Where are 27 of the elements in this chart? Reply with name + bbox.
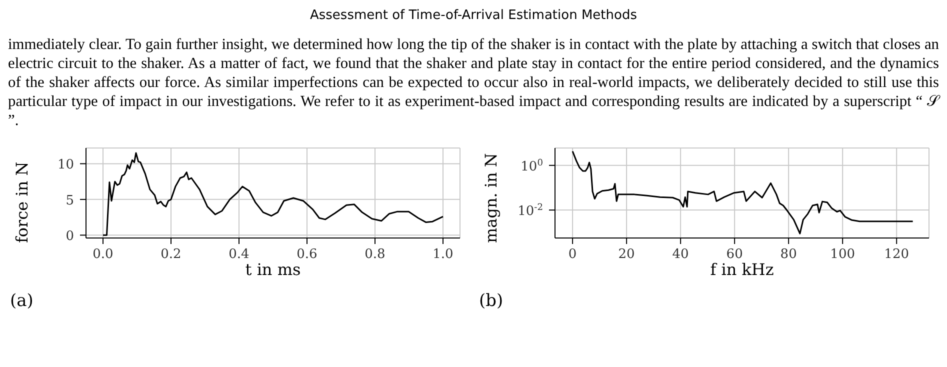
x-tick-label: 0.2 <box>160 247 182 262</box>
x-tick-label: 80 <box>780 247 797 262</box>
y-tick-label: 5 <box>66 193 74 208</box>
x-tick-label: 1.0 <box>432 247 454 262</box>
text: (a) <box>10 291 34 311</box>
x-tick-label: 0.8 <box>364 247 386 262</box>
y-tick-label: 10$^{-2}$ <box>518 203 543 220</box>
y-axis-title: magn. in N <box>482 153 501 243</box>
text: Assessment of Time-of-Arrival Estimation Methods <box>308 8 638 23</box>
x-tick-label: 0.4 <box>228 247 250 262</box>
x-tick-label: 100 <box>830 247 856 262</box>
y-axis-title: force in N <box>12 162 32 243</box>
text: immediately clear. To gain further insight, we determined how long the tip of the shaker is in contact with the plate by attaching a switch that closes an electric circuit to the shaker. As a matter of fact, we found that the shaker and plate stay in contact for the entire period considered, and the dynamics of the shaker affects our force. As similar imperfections can be expected to occur also in real-world impacts, we deliberately decided to still use this particular type of impact in our investigations. We refer to it as experiment-based impact and corresponding results are indicated by a superscript “ 𝒮 ”. <box>8 35 939 130</box>
text: (b) <box>479 291 504 311</box>
y-tick-label: 0 <box>66 229 74 244</box>
x-tick-label: 60 <box>726 247 743 262</box>
y-tick-label: 10 <box>57 158 74 173</box>
y-tick-label: 10$^{0}$ <box>520 158 544 174</box>
x-tick-label: 20 <box>618 247 635 262</box>
x-tick-label: 40 <box>672 247 689 262</box>
x-tick-label: 120 <box>884 247 910 262</box>
x-axis-title: f in kHz <box>710 260 774 279</box>
x-axis-title: t in ms <box>245 260 301 279</box>
x-tick-label: 0.0 <box>92 247 114 262</box>
line-series <box>572 150 914 234</box>
x-tick-label: 0 <box>568 247 577 262</box>
x-tick-label: 0.6 <box>296 247 318 262</box>
